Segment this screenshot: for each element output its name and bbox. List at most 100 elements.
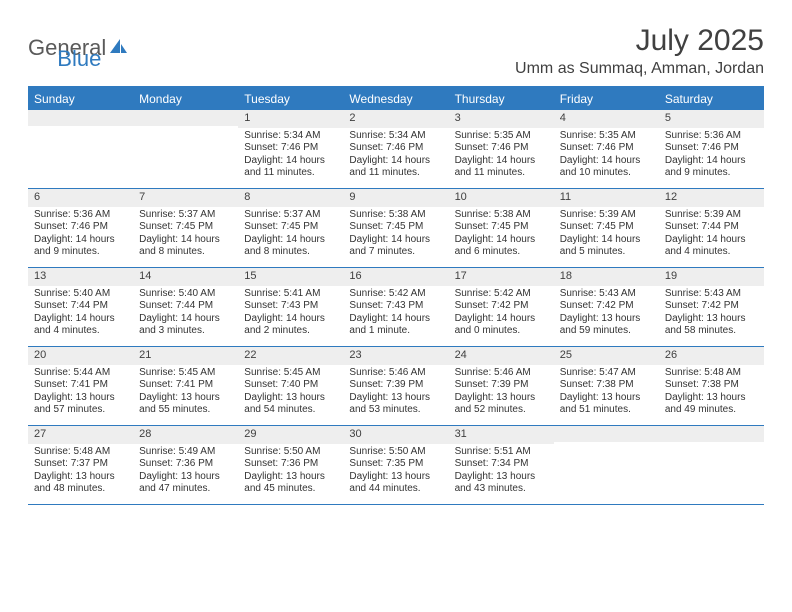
day-cell: 10Sunrise: 5:38 AMSunset: 7:45 PMDayligh…: [449, 189, 554, 267]
day-body: Sunrise: 5:46 AMSunset: 7:39 PMDaylight:…: [343, 365, 448, 421]
weeks-container: 1Sunrise: 5:34 AMSunset: 7:46 PMDaylight…: [28, 110, 764, 505]
sunset-text: Sunset: 7:39 PM: [349, 379, 442, 392]
day-number: 11: [554, 189, 659, 207]
sunset-text: Sunset: 7:46 PM: [244, 142, 337, 155]
sunset-text: Sunset: 7:38 PM: [665, 379, 758, 392]
sunrise-text: Sunrise: 5:38 AM: [349, 209, 442, 222]
day-cell: 17Sunrise: 5:42 AMSunset: 7:42 PMDayligh…: [449, 268, 554, 346]
daylight-text: Daylight: 13 hours and 59 minutes.: [560, 313, 653, 338]
day-number: 3: [449, 110, 554, 128]
day-body: Sunrise: 5:43 AMSunset: 7:42 PMDaylight:…: [659, 286, 764, 342]
day-body: Sunrise: 5:49 AMSunset: 7:36 PMDaylight:…: [133, 444, 238, 500]
day-number: 6: [28, 189, 133, 207]
week-row: 27Sunrise: 5:48 AMSunset: 7:37 PMDayligh…: [28, 426, 764, 505]
sunset-text: Sunset: 7:46 PM: [34, 221, 127, 234]
day-body: Sunrise: 5:42 AMSunset: 7:43 PMDaylight:…: [343, 286, 448, 342]
day-number: 30: [343, 426, 448, 444]
day-cell: 29Sunrise: 5:50 AMSunset: 7:36 PMDayligh…: [238, 426, 343, 504]
day-number: 15: [238, 268, 343, 286]
sunset-text: Sunset: 7:42 PM: [560, 300, 653, 313]
day-body: Sunrise: 5:38 AMSunset: 7:45 PMDaylight:…: [449, 207, 554, 263]
sunrise-text: Sunrise: 5:38 AM: [455, 209, 548, 222]
sunset-text: Sunset: 7:45 PM: [349, 221, 442, 234]
sunset-text: Sunset: 7:44 PM: [34, 300, 127, 313]
daylight-text: Daylight: 13 hours and 47 minutes.: [139, 471, 232, 496]
day-number: 10: [449, 189, 554, 207]
day-cell: 26Sunrise: 5:48 AMSunset: 7:38 PMDayligh…: [659, 347, 764, 425]
day-cell: 20Sunrise: 5:44 AMSunset: 7:41 PMDayligh…: [28, 347, 133, 425]
sunrise-text: Sunrise: 5:43 AM: [665, 288, 758, 301]
day-body: Sunrise: 5:46 AMSunset: 7:39 PMDaylight:…: [449, 365, 554, 421]
calendar-grid: Sunday Monday Tuesday Wednesday Thursday…: [28, 86, 764, 505]
day-cell: 19Sunrise: 5:43 AMSunset: 7:42 PMDayligh…: [659, 268, 764, 346]
sunrise-text: Sunrise: 5:37 AM: [139, 209, 232, 222]
sunrise-text: Sunrise: 5:48 AM: [34, 446, 127, 459]
day-cell: 14Sunrise: 5:40 AMSunset: 7:44 PMDayligh…: [133, 268, 238, 346]
day-number: 2: [343, 110, 448, 128]
sunrise-text: Sunrise: 5:35 AM: [455, 130, 548, 143]
day-body: Sunrise: 5:50 AMSunset: 7:35 PMDaylight:…: [343, 444, 448, 500]
sunrise-text: Sunrise: 5:49 AM: [139, 446, 232, 459]
day-number: [659, 426, 764, 442]
sunset-text: Sunset: 7:37 PM: [34, 458, 127, 471]
day-cell: 22Sunrise: 5:45 AMSunset: 7:40 PMDayligh…: [238, 347, 343, 425]
daylight-text: Daylight: 14 hours and 5 minutes.: [560, 234, 653, 259]
daylight-text: Daylight: 13 hours and 44 minutes.: [349, 471, 442, 496]
daylight-text: Daylight: 14 hours and 3 minutes.: [139, 313, 232, 338]
sunrise-text: Sunrise: 5:51 AM: [455, 446, 548, 459]
day-number: 8: [238, 189, 343, 207]
sunset-text: Sunset: 7:35 PM: [349, 458, 442, 471]
day-number: 19: [659, 268, 764, 286]
day-cell: 25Sunrise: 5:47 AMSunset: 7:38 PMDayligh…: [554, 347, 659, 425]
sunset-text: Sunset: 7:34 PM: [455, 458, 548, 471]
sunrise-text: Sunrise: 5:42 AM: [455, 288, 548, 301]
day-number: 7: [133, 189, 238, 207]
day-cell: [133, 110, 238, 188]
daylight-text: Daylight: 14 hours and 8 minutes.: [244, 234, 337, 259]
day-number: 18: [554, 268, 659, 286]
daylight-text: Daylight: 13 hours and 53 minutes.: [349, 392, 442, 417]
sunset-text: Sunset: 7:39 PM: [455, 379, 548, 392]
title-block: July 2025 Umm as Summaq, Amman, Jordan: [515, 24, 764, 78]
day-header: Friday: [554, 88, 659, 110]
day-cell: 6Sunrise: 5:36 AMSunset: 7:46 PMDaylight…: [28, 189, 133, 267]
daylight-text: Daylight: 14 hours and 10 minutes.: [560, 155, 653, 180]
daylight-text: Daylight: 14 hours and 11 minutes.: [349, 155, 442, 180]
daylight-text: Daylight: 13 hours and 51 minutes.: [560, 392, 653, 417]
sunrise-text: Sunrise: 5:46 AM: [455, 367, 548, 380]
sunrise-text: Sunrise: 5:36 AM: [34, 209, 127, 222]
sunrise-text: Sunrise: 5:36 AM: [665, 130, 758, 143]
day-number: 27: [28, 426, 133, 444]
week-row: 1Sunrise: 5:34 AMSunset: 7:46 PMDaylight…: [28, 110, 764, 189]
day-number: 17: [449, 268, 554, 286]
day-cell: 13Sunrise: 5:40 AMSunset: 7:44 PMDayligh…: [28, 268, 133, 346]
day-number: 31: [449, 426, 554, 444]
sunrise-text: Sunrise: 5:43 AM: [560, 288, 653, 301]
calendar-page: General Blue July 2025 Umm as Summaq, Am…: [0, 0, 792, 529]
daylight-text: Daylight: 13 hours and 49 minutes.: [665, 392, 758, 417]
sunrise-text: Sunrise: 5:40 AM: [139, 288, 232, 301]
day-header-row: Sunday Monday Tuesday Wednesday Thursday…: [28, 88, 764, 110]
day-cell: 4Sunrise: 5:35 AMSunset: 7:46 PMDaylight…: [554, 110, 659, 188]
day-number: 5: [659, 110, 764, 128]
day-cell: 21Sunrise: 5:45 AMSunset: 7:41 PMDayligh…: [133, 347, 238, 425]
daylight-text: Daylight: 14 hours and 9 minutes.: [665, 155, 758, 180]
day-body: Sunrise: 5:48 AMSunset: 7:38 PMDaylight:…: [659, 365, 764, 421]
day-body: Sunrise: 5:45 AMSunset: 7:41 PMDaylight:…: [133, 365, 238, 421]
day-body: Sunrise: 5:48 AMSunset: 7:37 PMDaylight:…: [28, 444, 133, 500]
sunrise-text: Sunrise: 5:37 AM: [244, 209, 337, 222]
day-cell: 12Sunrise: 5:39 AMSunset: 7:44 PMDayligh…: [659, 189, 764, 267]
day-cell: 31Sunrise: 5:51 AMSunset: 7:34 PMDayligh…: [449, 426, 554, 504]
sunset-text: Sunset: 7:42 PM: [455, 300, 548, 313]
daylight-text: Daylight: 14 hours and 7 minutes.: [349, 234, 442, 259]
daylight-text: Daylight: 13 hours and 54 minutes.: [244, 392, 337, 417]
day-body: Sunrise: 5:35 AMSunset: 7:46 PMDaylight:…: [554, 128, 659, 184]
month-title: July 2025: [515, 24, 764, 58]
day-cell: 9Sunrise: 5:38 AMSunset: 7:45 PMDaylight…: [343, 189, 448, 267]
sunset-text: Sunset: 7:46 PM: [349, 142, 442, 155]
day-cell: 8Sunrise: 5:37 AMSunset: 7:45 PMDaylight…: [238, 189, 343, 267]
day-number: [133, 110, 238, 126]
sunset-text: Sunset: 7:46 PM: [560, 142, 653, 155]
day-body: Sunrise: 5:44 AMSunset: 7:41 PMDaylight:…: [28, 365, 133, 421]
day-body: Sunrise: 5:50 AMSunset: 7:36 PMDaylight:…: [238, 444, 343, 500]
